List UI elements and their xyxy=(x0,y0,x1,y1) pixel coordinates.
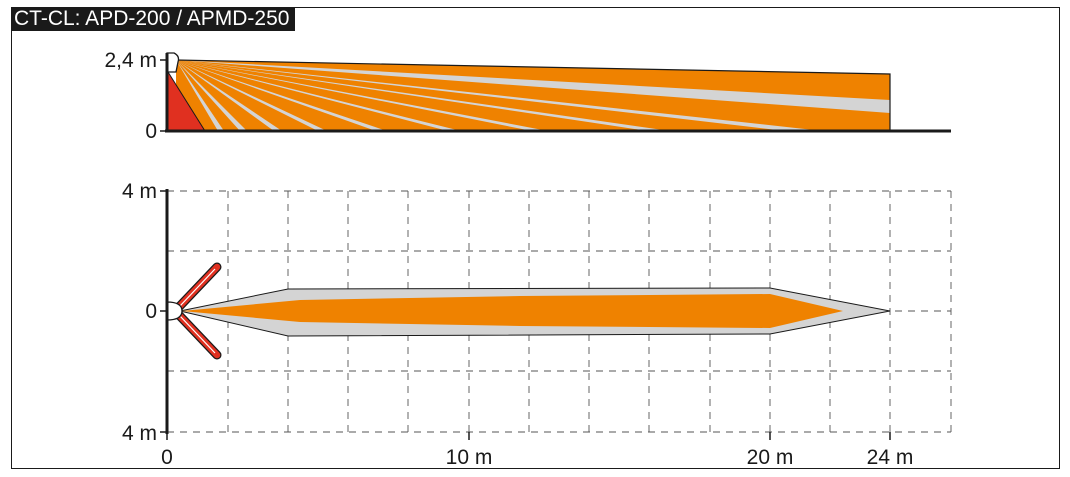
detector-top-icon xyxy=(166,301,183,321)
top-near-zone-right xyxy=(173,309,222,360)
diagram-title: CT-CL: APD-200 / APMD-250 xyxy=(11,7,296,31)
top-main-zone xyxy=(182,294,843,328)
side-view: 2,4 m 0 xyxy=(104,49,951,143)
side-y-label-top: 2,4 m xyxy=(104,49,157,72)
top-x-label-10: 10 m xyxy=(446,446,493,469)
diagram-frame xyxy=(11,7,1060,469)
top-y-label-zero: 0 xyxy=(145,300,157,323)
detector-side-icon xyxy=(166,52,180,73)
top-view: 4 m 0 4 m 0 10 m 20 m 24 m xyxy=(122,180,952,469)
side-coverage-zone xyxy=(176,60,890,131)
side-curtain-gaps xyxy=(176,60,890,131)
top-y-label-top: 4 m xyxy=(122,180,157,203)
side-coverage-outline xyxy=(175,59,891,131)
side-y-label-zero: 0 xyxy=(145,120,157,143)
top-y-label-bottom: 4 m xyxy=(122,422,157,445)
top-near-zone-left xyxy=(173,262,222,313)
top-x-label-0: 0 xyxy=(161,446,173,469)
top-x-label-24: 24 m xyxy=(867,446,914,469)
top-x-label-20: 20 m xyxy=(747,446,794,469)
